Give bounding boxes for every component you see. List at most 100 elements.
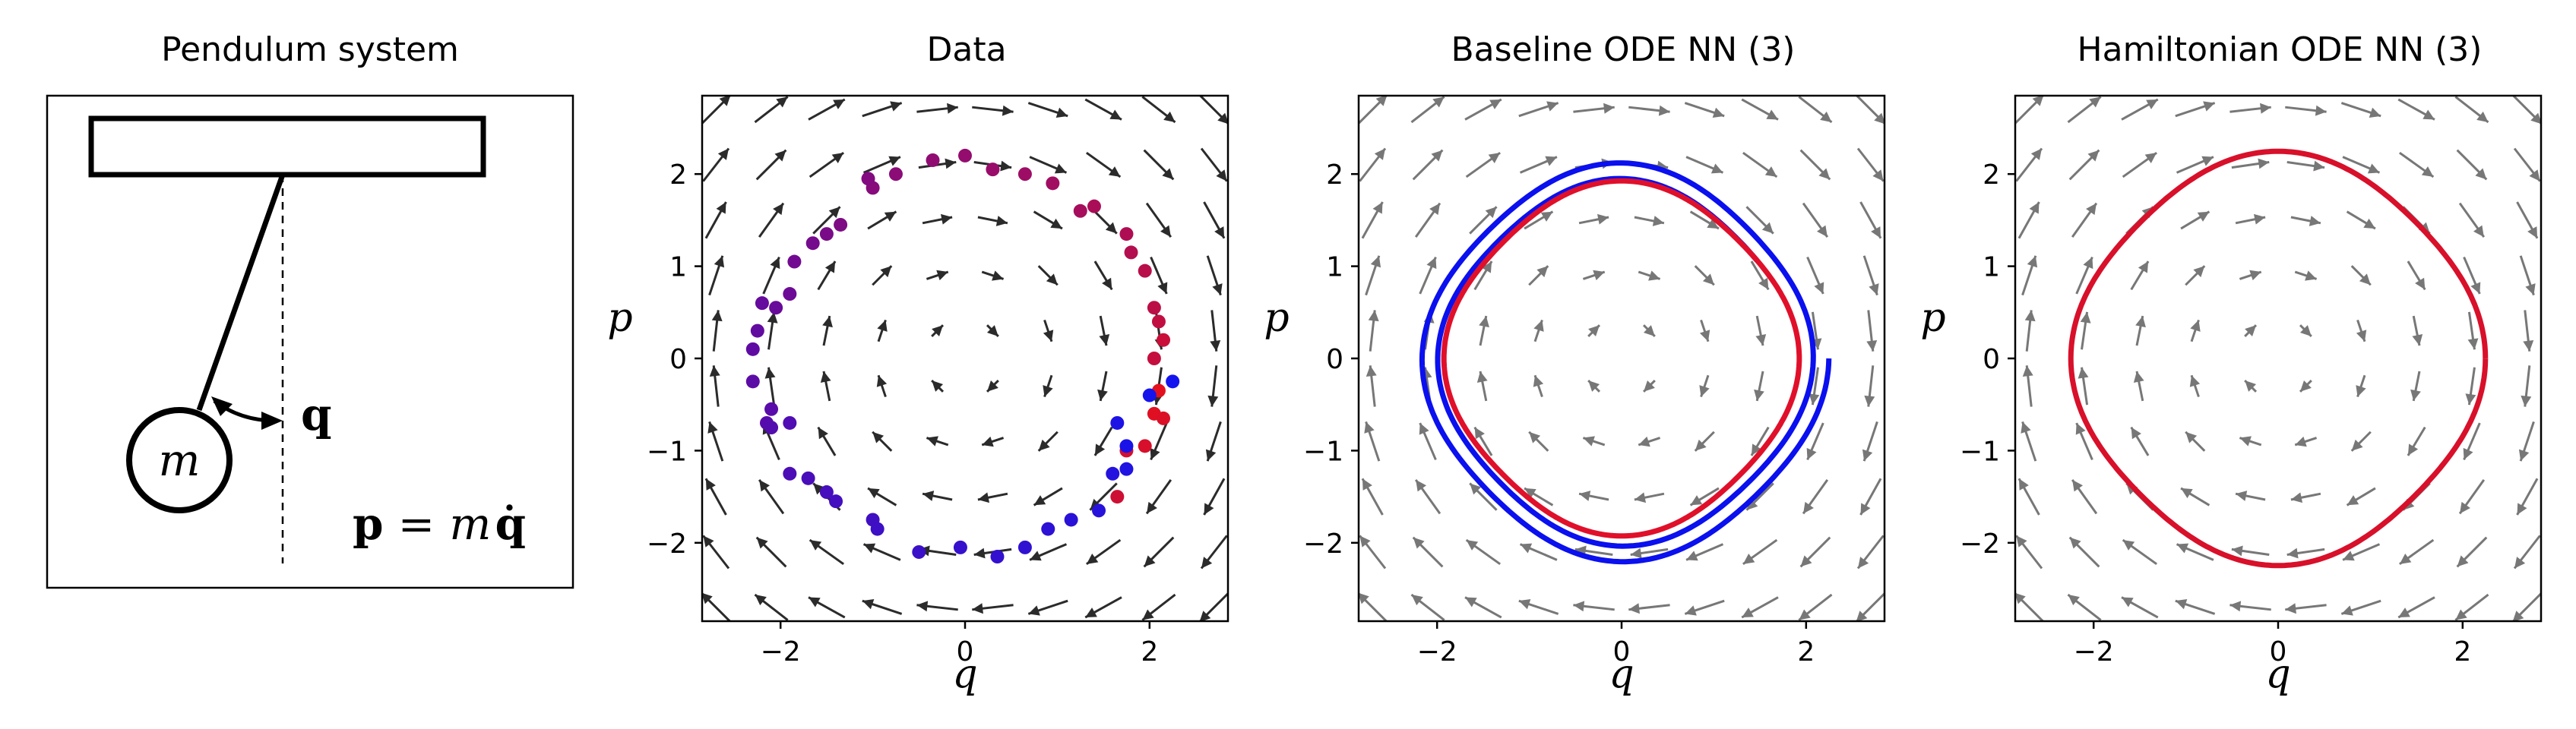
field-arrow-head-1-4 xyxy=(1366,365,1377,377)
field-arrow-head-0-86 xyxy=(1157,282,1168,294)
field-arrow-head-1-18 xyxy=(1431,150,1443,162)
plot-area-2 xyxy=(2015,96,2541,621)
field-arrow-head-0-79 xyxy=(1109,109,1122,120)
field-arrow-head-0-3 xyxy=(707,421,718,434)
data-point xyxy=(926,153,940,167)
field-arrow-head-2-60 xyxy=(2341,605,2353,616)
field-arrow-head-2-81 xyxy=(2457,555,2469,567)
field-arrow-head-0-62 xyxy=(1033,495,1046,506)
field-arrow-head-2-75 xyxy=(2412,333,2423,346)
field-arrow-head-1-86 xyxy=(1814,282,1824,294)
field-arrow-head-2-43 xyxy=(2239,436,2252,447)
data-point xyxy=(787,254,802,269)
field-arrow-head-2-32 xyxy=(2181,488,2193,499)
field-arrow-head-2-92 xyxy=(2517,503,2527,515)
field-arrow-head-2-69 xyxy=(2369,107,2381,118)
field-arrow-head-2-12 xyxy=(2072,479,2084,492)
field-arrow-head-2-84 xyxy=(2465,393,2476,406)
field-arrow-head-2-82 xyxy=(2460,501,2470,514)
field-arrow-head-2-3 xyxy=(2021,421,2031,434)
y-tick-label: 2 xyxy=(1326,159,1343,191)
field-arrow-head-0-23 xyxy=(818,427,828,440)
data-point xyxy=(1138,264,1152,278)
data-point xyxy=(1046,176,1060,191)
field-arrow-head-1-35 xyxy=(1533,320,1544,332)
field-arrow-head-1-27 xyxy=(1485,207,1497,219)
field-arrow-head-1-74 xyxy=(1754,389,1764,401)
data-point xyxy=(958,148,972,163)
field-arrow-head-0-48 xyxy=(945,158,957,169)
field-arrow-head-0-7 xyxy=(716,202,726,214)
data-point xyxy=(953,540,967,554)
field-arrow-head-1-21 xyxy=(1466,540,1479,551)
field-arrow-head-2-86 xyxy=(2470,282,2481,294)
field-arrow-head-2-23 xyxy=(2131,427,2141,440)
field-arrow-head-1-24 xyxy=(1476,371,1488,383)
field-arrow-head-0-61 xyxy=(1030,551,1042,561)
data-point xyxy=(1041,522,1055,536)
field-arrow-head-2-41 xyxy=(2231,545,2243,557)
y-tick-label: −1 xyxy=(1960,436,2000,467)
x-axis-label: q xyxy=(1609,652,1634,697)
data-point xyxy=(861,172,875,186)
field-arrow-head-2-34 xyxy=(2189,375,2201,387)
field-arrow-head-1-26 xyxy=(1481,261,1492,273)
x-axis-label: q xyxy=(952,652,977,697)
panel-title-baseline: Baseline ODE NN (3) xyxy=(1451,30,1796,69)
field-arrow-head-0-98 xyxy=(1216,169,1227,181)
field-arrow-head-0-36 xyxy=(880,266,892,278)
field-arrow-head-0-47 xyxy=(940,213,953,225)
chart-baseline: −2 0 2 −2 −1 0 1 2 q p xyxy=(1264,94,1886,697)
data-point xyxy=(1073,204,1087,218)
field-arrow-head-2-5 xyxy=(2024,310,2036,322)
y-axis-label: p xyxy=(607,295,632,341)
field-arrow-head-1-16 xyxy=(1426,257,1437,270)
field-arrow-head-1-22 xyxy=(1470,483,1482,495)
y-tick-label: 0 xyxy=(669,344,687,375)
field-arrow-head-1-44 xyxy=(1588,380,1600,392)
field-arrow-head-1-88 xyxy=(1818,168,1831,180)
data-point xyxy=(783,466,797,481)
field-arrow-head-0-70 xyxy=(1085,608,1097,618)
field-arrow-head-1-78 xyxy=(1764,166,1777,177)
field-arrow-head-2-53 xyxy=(2295,436,2307,447)
x-tick-label: −2 xyxy=(1417,636,1457,667)
plot-area-0 xyxy=(702,96,1228,621)
y-tick-label: −1 xyxy=(647,436,687,467)
field-arrow-head-0-56 xyxy=(992,270,1004,281)
field-arrow-head-2-90 xyxy=(2512,611,2524,621)
field-arrow-head-1-33 xyxy=(1529,431,1541,443)
field-arrow-head-1-37 xyxy=(1540,211,1553,222)
data-point xyxy=(1119,439,1134,453)
field-arrow-head-1-38 xyxy=(1545,156,1557,166)
data-point xyxy=(990,550,1005,564)
field-arrow-head-0-21 xyxy=(809,540,822,551)
field-arrow-head-0-44 xyxy=(932,380,944,392)
pendulum-diagram: m q p = m q̇ xyxy=(46,94,574,589)
field-arrow-head-0-52 xyxy=(977,492,990,503)
field-arrow-head-0-35 xyxy=(877,320,888,332)
data-point xyxy=(801,471,815,485)
field-arrow-head-0-57 xyxy=(995,216,1008,226)
field-arrow-head-1-55 xyxy=(1643,325,1655,336)
field-arrow-head-2-48 xyxy=(2258,158,2270,169)
field-arrow-head-0-82 xyxy=(1147,501,1157,514)
field-arrow-head-0-77 xyxy=(1105,222,1117,234)
field-arrow-head-0-50 xyxy=(972,603,983,614)
data-point xyxy=(764,421,779,435)
field-arrow-head-0-27 xyxy=(828,207,840,219)
field-arrow-head-2-21 xyxy=(2122,540,2135,551)
field-arrow-head-0-71 xyxy=(1086,553,1099,564)
field-arrow-head-1-2 xyxy=(1362,478,1372,491)
field-arrow-head-0-92 xyxy=(1204,503,1214,515)
data-point xyxy=(888,167,903,181)
field-arrow-head-1-67 xyxy=(1707,218,1719,229)
x-axis-label: q xyxy=(2265,652,2290,697)
field-arrow-head-1-95 xyxy=(1866,340,1878,352)
field-arrow-head-0-34 xyxy=(876,375,888,387)
field-arrow-head-2-70 xyxy=(2398,608,2410,618)
field-arrow-head-0-73 xyxy=(1094,443,1106,456)
field-arrow-head-0-9 xyxy=(719,96,731,106)
data-point xyxy=(755,296,769,311)
field-arrow-head-2-57 xyxy=(2309,216,2321,226)
